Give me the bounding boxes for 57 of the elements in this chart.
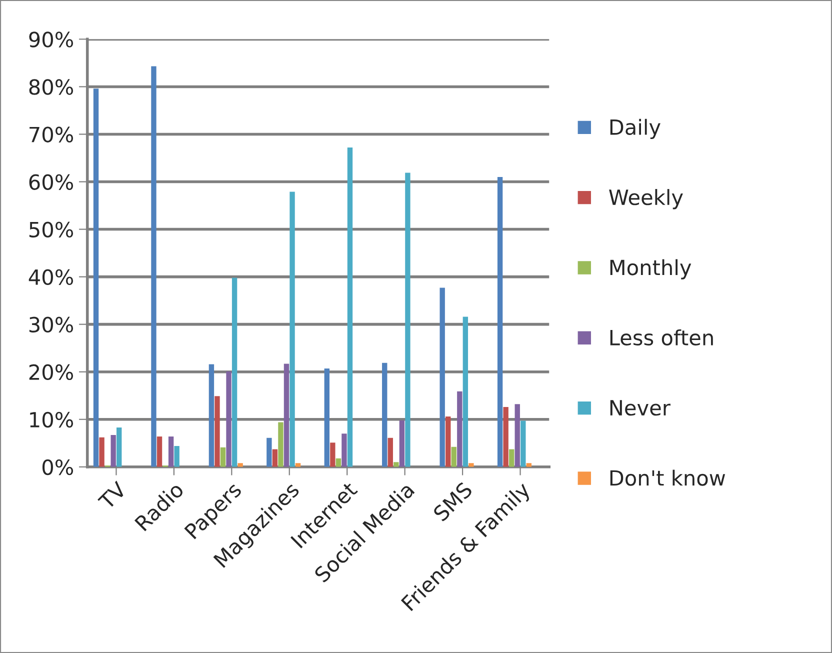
bar — [278, 422, 284, 467]
bar — [405, 172, 410, 467]
bar — [457, 391, 462, 467]
bar — [174, 446, 180, 467]
bar — [290, 192, 295, 467]
bar — [497, 177, 503, 467]
y-tick-label: 60% — [29, 174, 74, 190]
legend-label: Daily — [610, 118, 660, 140]
y-tick-label: 40% — [28, 269, 74, 286]
bar — [156, 436, 162, 467]
bar — [394, 462, 399, 467]
legend-label: Weekly — [609, 189, 683, 210]
bar — [272, 449, 278, 467]
y-tick-label: 80% — [29, 79, 74, 95]
legend-label: Don't know — [610, 470, 726, 486]
bar — [151, 66, 156, 467]
bar — [284, 364, 290, 467]
y-tick-label: 30% — [29, 316, 74, 333]
bar — [93, 88, 99, 467]
bar — [446, 416, 451, 467]
legend-label: Monthly — [610, 259, 692, 280]
y-tick-label: 20% — [29, 364, 74, 380]
bar — [110, 435, 116, 467]
bar — [208, 364, 214, 467]
bar — [468, 463, 474, 467]
bar — [382, 362, 388, 467]
bar — [214, 396, 220, 467]
bar — [440, 288, 445, 467]
bar — [520, 420, 526, 467]
bar — [462, 316, 468, 467]
bar — [342, 434, 347, 467]
y-tick-label: 50% — [29, 222, 74, 238]
bar — [330, 442, 336, 467]
y-tick-label: 70% — [30, 126, 74, 142]
bar — [220, 447, 226, 467]
bar — [226, 371, 232, 467]
bar — [451, 446, 456, 467]
bar — [116, 427, 122, 467]
bar — [514, 404, 520, 467]
bar — [509, 449, 514, 467]
y-tick-label: 10% — [30, 412, 74, 428]
bar — [238, 463, 243, 467]
bar — [388, 438, 393, 467]
bar — [266, 438, 272, 467]
bar — [503, 407, 508, 467]
x-tick-label: TV — [98, 480, 128, 510]
bar — [99, 437, 104, 467]
legend-label: Never — [610, 400, 670, 416]
legend-label: Less often — [610, 329, 713, 346]
bar — [347, 148, 353, 467]
bar — [336, 458, 342, 467]
bar — [399, 420, 405, 467]
bar — [232, 278, 238, 467]
y-tick-label: 90% — [29, 32, 74, 48]
y-tick-label: 0% — [42, 459, 74, 476]
bar — [324, 368, 330, 467]
bar — [168, 436, 174, 467]
